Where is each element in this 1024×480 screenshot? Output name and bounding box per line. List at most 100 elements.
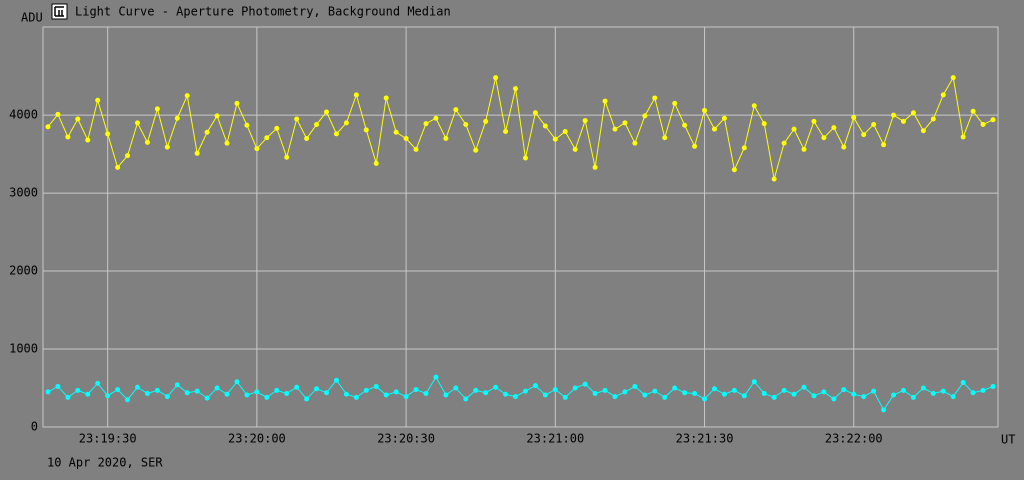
- data-point: [363, 127, 369, 133]
- data-point: [144, 139, 150, 145]
- data-point: [135, 384, 141, 390]
- data-point: [761, 390, 767, 396]
- data-point: [55, 383, 61, 389]
- data-point: [831, 396, 837, 402]
- data-point: [304, 396, 310, 402]
- data-point: [164, 394, 170, 400]
- data-point: [881, 142, 887, 148]
- data-point: [353, 394, 359, 400]
- data-point: [95, 380, 101, 386]
- data-point: [642, 392, 648, 398]
- data-point: [284, 154, 290, 160]
- data-point: [811, 118, 817, 124]
- data-point: [294, 116, 300, 122]
- data-point: [821, 389, 827, 395]
- data-point: [562, 128, 568, 134]
- x-tick-label: 23:20:30: [377, 432, 435, 446]
- data-point: [85, 391, 91, 397]
- data-point: [711, 126, 717, 132]
- data-point: [741, 145, 747, 151]
- data-point: [95, 97, 101, 103]
- data-point: [861, 394, 867, 400]
- data-point: [702, 396, 708, 402]
- data-point: [503, 391, 509, 397]
- data-point: [254, 389, 260, 395]
- data-point: [522, 388, 528, 394]
- data-point: [204, 395, 210, 401]
- data-point: [174, 382, 180, 388]
- data-point: [602, 387, 608, 393]
- data-point: [572, 385, 578, 391]
- data-point: [692, 390, 698, 396]
- data-point: [612, 126, 618, 132]
- data-point: [970, 390, 976, 396]
- data-point: [672, 385, 678, 391]
- data-point: [393, 129, 399, 135]
- data-point: [652, 95, 658, 101]
- data-point: [572, 146, 578, 152]
- data-point: [801, 146, 807, 152]
- chart-title: Light Curve - Aperture Photometry, Backg…: [75, 5, 451, 19]
- data-point: [224, 140, 230, 146]
- data-point: [493, 75, 499, 81]
- data-point: [234, 379, 240, 385]
- data-point: [125, 153, 131, 159]
- data-point: [324, 390, 330, 396]
- data-point: [473, 387, 479, 393]
- data-point: [632, 140, 638, 146]
- y-tick-label: 2000: [9, 264, 38, 278]
- data-point: [154, 106, 160, 112]
- x-tick-label: 23:20:00: [228, 432, 286, 446]
- data-point: [324, 109, 330, 115]
- data-point: [970, 108, 976, 114]
- data-point: [443, 136, 449, 142]
- data-point: [144, 390, 150, 396]
- data-point: [115, 387, 121, 393]
- data-point: [264, 135, 270, 141]
- data-point: [781, 387, 787, 393]
- data-point: [662, 394, 668, 400]
- data-point: [831, 125, 837, 131]
- data-point: [910, 110, 916, 116]
- data-point: [463, 396, 469, 402]
- data-point: [75, 116, 81, 122]
- data-point: [274, 125, 280, 131]
- data-point: [682, 390, 688, 396]
- data-point: [721, 115, 727, 121]
- data-point: [503, 128, 509, 134]
- data-point: [851, 114, 857, 120]
- data-point: [423, 121, 429, 127]
- footnote: 10 Apr 2020, SER: [47, 456, 163, 470]
- data-point: [343, 391, 349, 397]
- data-point: [960, 134, 966, 140]
- data-point: [353, 92, 359, 98]
- data-point: [662, 135, 668, 141]
- data-point: [383, 392, 389, 398]
- data-point: [791, 391, 797, 397]
- data-point: [930, 116, 936, 122]
- data-point: [940, 92, 946, 98]
- data-point: [542, 123, 548, 129]
- data-point: [592, 390, 598, 396]
- data-point: [622, 389, 628, 395]
- data-point: [224, 391, 230, 397]
- data-point: [413, 146, 419, 152]
- data-point: [274, 387, 280, 393]
- data-point: [990, 383, 996, 389]
- data-point: [950, 394, 956, 400]
- data-point: [105, 131, 111, 137]
- data-point: [184, 390, 190, 396]
- data-point: [841, 144, 847, 150]
- data-point: [692, 143, 698, 149]
- data-point: [841, 387, 847, 393]
- data-point: [254, 146, 260, 152]
- data-point: [702, 107, 708, 113]
- data-point: [154, 387, 160, 393]
- app-icon: [51, 3, 68, 20]
- data-point: [891, 112, 897, 118]
- y-tick-label: 0: [31, 420, 38, 434]
- data-point: [244, 122, 250, 128]
- data-point: [453, 385, 459, 391]
- data-point: [980, 121, 986, 127]
